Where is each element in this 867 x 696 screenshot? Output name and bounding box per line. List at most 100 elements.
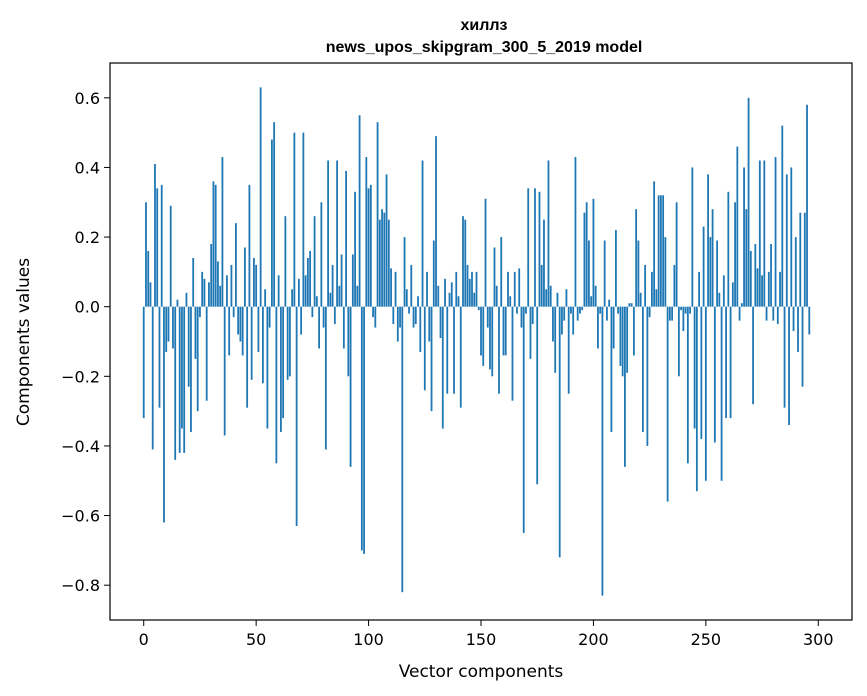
bar-225 bbox=[648, 306, 651, 318]
bar-286 bbox=[785, 174, 788, 307]
bar-83 bbox=[329, 292, 332, 307]
bar-207 bbox=[608, 299, 611, 307]
bar-79 bbox=[320, 202, 323, 307]
bar-89 bbox=[342, 306, 345, 349]
bar-80 bbox=[322, 306, 325, 328]
bar-105 bbox=[378, 219, 381, 307]
bar-271 bbox=[752, 306, 754, 405]
bar-163 bbox=[509, 296, 512, 307]
bar-6 bbox=[156, 188, 159, 307]
bar-61 bbox=[279, 306, 282, 433]
bar-274 bbox=[758, 160, 761, 307]
bar-190 bbox=[570, 306, 572, 314]
y-tick-label: 0.6 bbox=[75, 89, 100, 108]
bar-290 bbox=[794, 237, 797, 307]
bar-158 bbox=[498, 306, 500, 394]
bar-137 bbox=[450, 282, 453, 307]
bar-288 bbox=[790, 167, 793, 307]
bar-252 bbox=[709, 237, 712, 307]
bar-110 bbox=[390, 268, 392, 307]
y-tick-label: 0.0 bbox=[75, 298, 100, 317]
bar-265 bbox=[738, 306, 741, 321]
x-axis-label: Vector components bbox=[399, 662, 564, 682]
bar-259 bbox=[725, 306, 727, 419]
bar-224 bbox=[646, 306, 649, 446]
y-axis-label: Components values bbox=[14, 258, 34, 426]
bar-127 bbox=[428, 306, 431, 342]
bar-141 bbox=[459, 306, 462, 408]
bar-189 bbox=[567, 306, 570, 394]
x-tick-label: 100 bbox=[353, 630, 384, 649]
bar-199 bbox=[590, 296, 593, 307]
bar-0 bbox=[142, 306, 145, 419]
bar-272 bbox=[754, 244, 757, 307]
bar-234 bbox=[668, 306, 671, 321]
bar-126 bbox=[426, 271, 428, 307]
bar-172 bbox=[529, 306, 532, 359]
bar-21 bbox=[190, 306, 192, 433]
bar-205 bbox=[603, 240, 606, 307]
bar-18 bbox=[183, 306, 186, 453]
bar-77 bbox=[315, 296, 318, 307]
bar-49 bbox=[253, 257, 255, 307]
bar-44 bbox=[241, 306, 244, 356]
bar-282 bbox=[776, 306, 779, 325]
x-tick-label: 250 bbox=[691, 630, 722, 649]
bar-277 bbox=[765, 306, 768, 321]
bar-114 bbox=[399, 306, 401, 328]
bar-8 bbox=[160, 184, 163, 307]
bar-36 bbox=[223, 306, 226, 436]
bar-197 bbox=[585, 202, 588, 307]
bar-103 bbox=[374, 306, 377, 328]
bar-178 bbox=[543, 219, 545, 307]
bars-group bbox=[142, 87, 811, 596]
bar-108 bbox=[385, 174, 388, 307]
bar-17 bbox=[181, 306, 183, 429]
y-axis-ticks: −0.8 −0.6 −0.4 −0.2 0.0 0.2 0.4 0.6 bbox=[61, 89, 110, 595]
bar-228 bbox=[655, 289, 658, 307]
bar-256 bbox=[718, 292, 721, 307]
bar-75 bbox=[311, 306, 314, 318]
bar-86 bbox=[336, 160, 338, 307]
bar-139 bbox=[455, 271, 458, 307]
bar-239 bbox=[680, 306, 683, 311]
bar-95 bbox=[356, 285, 359, 307]
x-axis-ticks: 0 50 100 150 200 250 300 bbox=[139, 620, 834, 649]
bar-182 bbox=[552, 306, 554, 342]
bar-218 bbox=[632, 306, 635, 356]
bar-90 bbox=[345, 170, 347, 307]
bar-138 bbox=[453, 306, 455, 394]
y-tick-label: 0.2 bbox=[75, 228, 100, 247]
bar-144 bbox=[466, 264, 469, 307]
bar-284 bbox=[781, 125, 784, 307]
bar-241 bbox=[684, 306, 687, 314]
bar-70 bbox=[300, 306, 303, 335]
bar-118 bbox=[408, 306, 410, 314]
bar-4 bbox=[151, 306, 154, 450]
bar-134 bbox=[444, 278, 446, 307]
bar-166 bbox=[516, 306, 518, 314]
bar-291 bbox=[797, 306, 799, 352]
bar-267 bbox=[743, 167, 745, 307]
bar-219 bbox=[635, 209, 638, 307]
bar-155 bbox=[491, 306, 494, 377]
bar-180 bbox=[547, 160, 550, 307]
bar-170 bbox=[525, 306, 527, 314]
bar-268 bbox=[745, 209, 748, 307]
bar-74 bbox=[309, 250, 312, 307]
x-tick-label: 0 bbox=[139, 630, 149, 649]
bar-24 bbox=[196, 306, 199, 412]
bar-29 bbox=[208, 282, 210, 307]
bar-249 bbox=[702, 226, 705, 307]
bar-123 bbox=[419, 306, 422, 352]
bar-16 bbox=[178, 306, 181, 453]
bar-243 bbox=[689, 306, 692, 314]
bar-91 bbox=[347, 306, 350, 377]
bar-238 bbox=[677, 306, 680, 377]
bar-279 bbox=[770, 244, 772, 307]
bar-96 bbox=[358, 115, 361, 307]
bar-148 bbox=[475, 271, 478, 307]
bar-122 bbox=[417, 296, 419, 307]
bar-54 bbox=[264, 289, 267, 307]
